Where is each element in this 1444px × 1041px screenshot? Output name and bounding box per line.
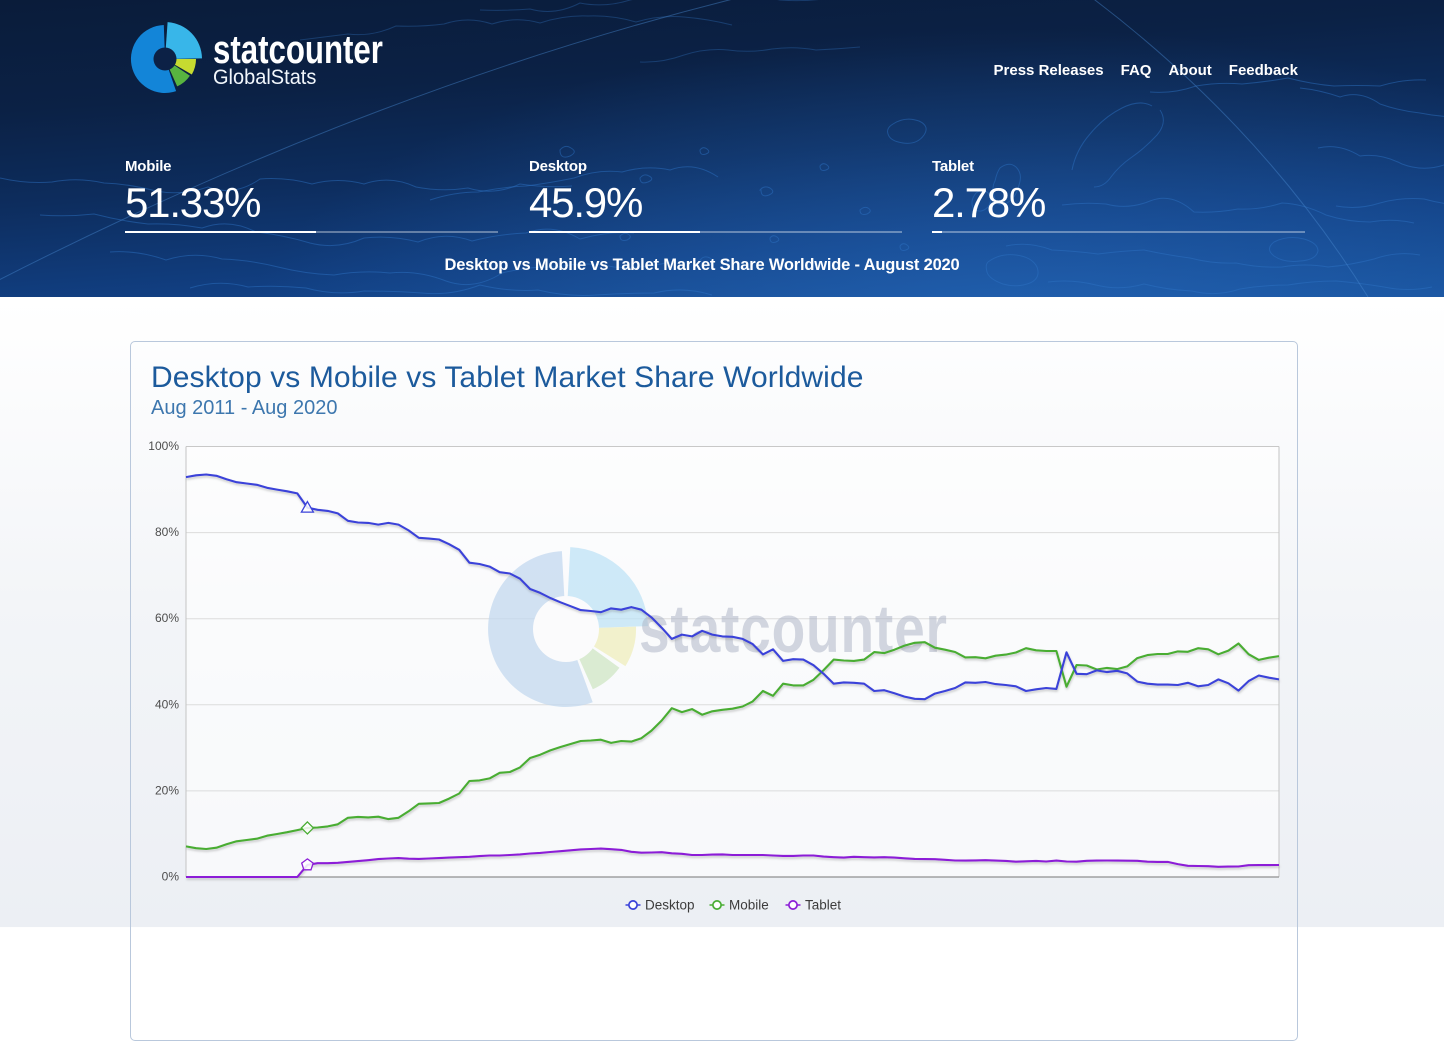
svg-text:100%: 100% [148, 439, 179, 453]
svg-text:60%: 60% [155, 611, 179, 625]
svg-text:Desktop: Desktop [645, 898, 695, 913]
svg-text:statcounter: statcounter [639, 592, 948, 668]
svg-text:80%: 80% [155, 525, 179, 539]
svg-text:20%: 20% [155, 783, 179, 797]
svg-text:0%: 0% [162, 870, 180, 884]
svg-text:Mobile: Mobile [729, 898, 769, 913]
svg-text:40%: 40% [155, 697, 179, 711]
svg-text:Tablet: Tablet [805, 898, 841, 913]
